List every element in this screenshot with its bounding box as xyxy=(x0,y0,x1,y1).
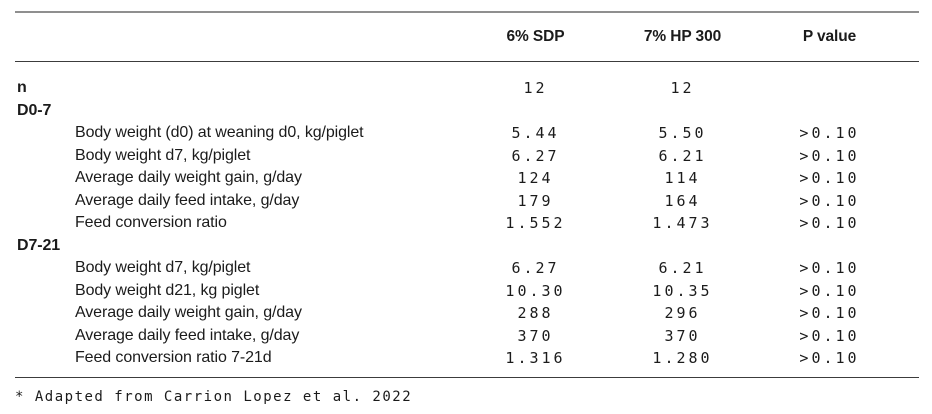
cell-sdp: 6.27 xyxy=(511,146,560,165)
cell-hp300: 164 xyxy=(664,191,701,210)
cell-hp300: 12 xyxy=(670,79,695,98)
cell-hp300: 6.21 xyxy=(658,146,707,165)
cell-pvalue: >0.10 xyxy=(799,124,860,143)
cell-sdp: 6.27 xyxy=(511,259,560,278)
row-label: Body weight d21, kg piglet xyxy=(75,281,260,299)
cell-sdp: 124 xyxy=(517,169,554,188)
cell-pvalue: >0.10 xyxy=(799,169,860,188)
cell-hp300: 5.50 xyxy=(658,124,707,143)
table-body: n 12 12 D0-7 Body weight (d0) at weaning… xyxy=(15,62,919,370)
table-row: Body weight d21, kg piglet 10.30 10.35 >… xyxy=(15,280,919,303)
table-row: Feed conversion ratio 7-21d 1.316 1.280 … xyxy=(15,347,919,370)
table-row: Body weight d7, kg/piglet 6.27 6.21 >0.1… xyxy=(15,257,919,280)
table-row: Average daily feed intake, g/day 370 370… xyxy=(15,325,919,348)
row-label: Body weight d7, kg/piglet xyxy=(75,259,251,277)
cell-pvalue: >0.10 xyxy=(799,214,860,233)
cell-sdp: 12 xyxy=(523,79,548,98)
cell-sdp: 1.316 xyxy=(505,349,566,368)
table-row: Feed conversion ratio 1.552 1.473 >0.10 xyxy=(15,212,919,235)
cell-sdp: 10.30 xyxy=(505,281,566,300)
cell-pvalue: >0.10 xyxy=(799,281,860,300)
header-row: 6% SDP 7% HP 300 P value xyxy=(15,13,919,61)
results-table: 6% SDP 7% HP 300 P value n 12 12 D0-7 Bo… xyxy=(15,11,919,405)
column-header-pvalue: P value xyxy=(802,28,857,45)
section-header: D7-21 xyxy=(17,236,61,254)
row-label: Average daily feed intake, g/day xyxy=(75,191,300,209)
cell-hp300: 1.280 xyxy=(652,349,713,368)
table-row: Body weight (d0) at weaning d0, kg/pigle… xyxy=(15,122,919,145)
header-rule xyxy=(15,61,919,62)
cell-pvalue: >0.10 xyxy=(799,259,860,278)
cell-pvalue: >0.10 xyxy=(799,304,860,323)
row-label: Body weight d7, kg/piglet xyxy=(75,146,251,164)
table-row-n: n 12 12 xyxy=(15,77,919,100)
row-label: Average daily feed intake, g/day xyxy=(75,326,300,344)
bottom-rule xyxy=(15,376,919,378)
row-label: Feed conversion ratio xyxy=(75,214,227,232)
row-label: Body weight (d0) at weaning d0, kg/pigle… xyxy=(75,124,364,142)
cell-hp300: 10.35 xyxy=(652,281,713,300)
cell-hp300: 296 xyxy=(664,304,701,323)
column-header-sdp: 6% SDP xyxy=(506,28,565,45)
top-rule xyxy=(15,11,919,13)
table-row: Body weight d7, kg/piglet 6.27 6.21 >0.1… xyxy=(15,145,919,168)
row-label: Average daily weight gain, g/day xyxy=(75,169,302,187)
cell-pvalue: >0.10 xyxy=(799,326,860,345)
table-row: Average daily weight gain, g/day 124 114… xyxy=(15,167,919,190)
table-row: Average daily weight gain, g/day 288 296… xyxy=(15,302,919,325)
row-label: Feed conversion ratio 7-21d xyxy=(75,349,272,367)
cell-hp300: 6.21 xyxy=(658,259,707,278)
cell-sdp: 370 xyxy=(517,326,554,345)
row-label: Average daily weight gain, g/day xyxy=(75,304,302,322)
cell-sdp: 5.44 xyxy=(511,124,560,143)
cell-pvalue: >0.10 xyxy=(799,349,860,368)
row-label: n xyxy=(17,79,27,97)
cell-sdp: 1.552 xyxy=(505,214,566,233)
cell-sdp: 179 xyxy=(517,191,554,210)
section-header-row: D7-21 xyxy=(15,235,919,258)
section-header: D0-7 xyxy=(17,101,52,119)
cell-pvalue: >0.10 xyxy=(799,191,860,210)
section-header-row: D0-7 xyxy=(15,100,919,123)
cell-sdp: 288 xyxy=(517,304,554,323)
column-header-hp300: 7% HP 300 xyxy=(643,28,722,45)
cell-hp300: 1.473 xyxy=(652,214,713,233)
cell-pvalue: >0.10 xyxy=(799,146,860,165)
table-row: Average daily feed intake, g/day 179 164… xyxy=(15,190,919,213)
footnote: * Adapted from Carrion Lopez et al. 2022 xyxy=(15,388,413,405)
cell-hp300: 370 xyxy=(664,326,701,345)
cell-hp300: 114 xyxy=(664,169,701,188)
